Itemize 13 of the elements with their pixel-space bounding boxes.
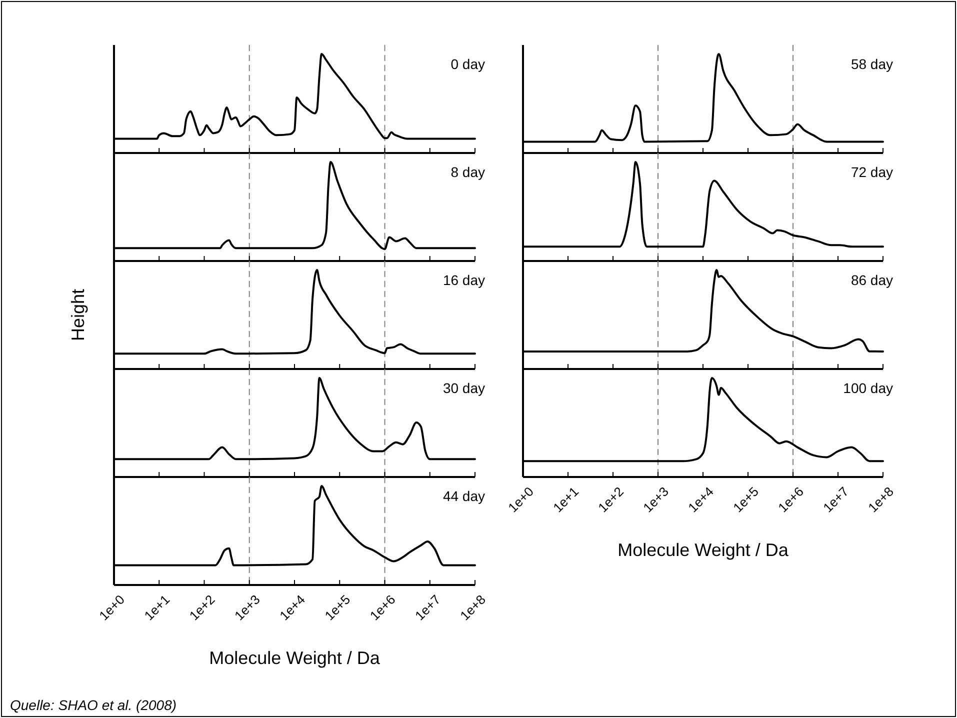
y-axis-title: Height (68, 288, 88, 342)
chart-title: 86 day (850, 272, 893, 288)
chart-title: 0 day (450, 56, 485, 72)
x-axis-title: Molecule Weight / Da (618, 540, 790, 560)
x-axis-title: Molecule Weight / Da (209, 648, 381, 668)
source-note: Quelle: SHAO et al. (2008) (10, 697, 177, 713)
chart-title: 44 day (442, 488, 485, 504)
chart-title: 8 day (450, 164, 485, 180)
chart-title: 16 day (442, 272, 485, 288)
chart-title: 72 day (850, 164, 893, 180)
chart-title: 100 day (843, 380, 893, 396)
chart-title: 30 day (442, 380, 485, 396)
chart-title: 58 day (850, 56, 893, 72)
